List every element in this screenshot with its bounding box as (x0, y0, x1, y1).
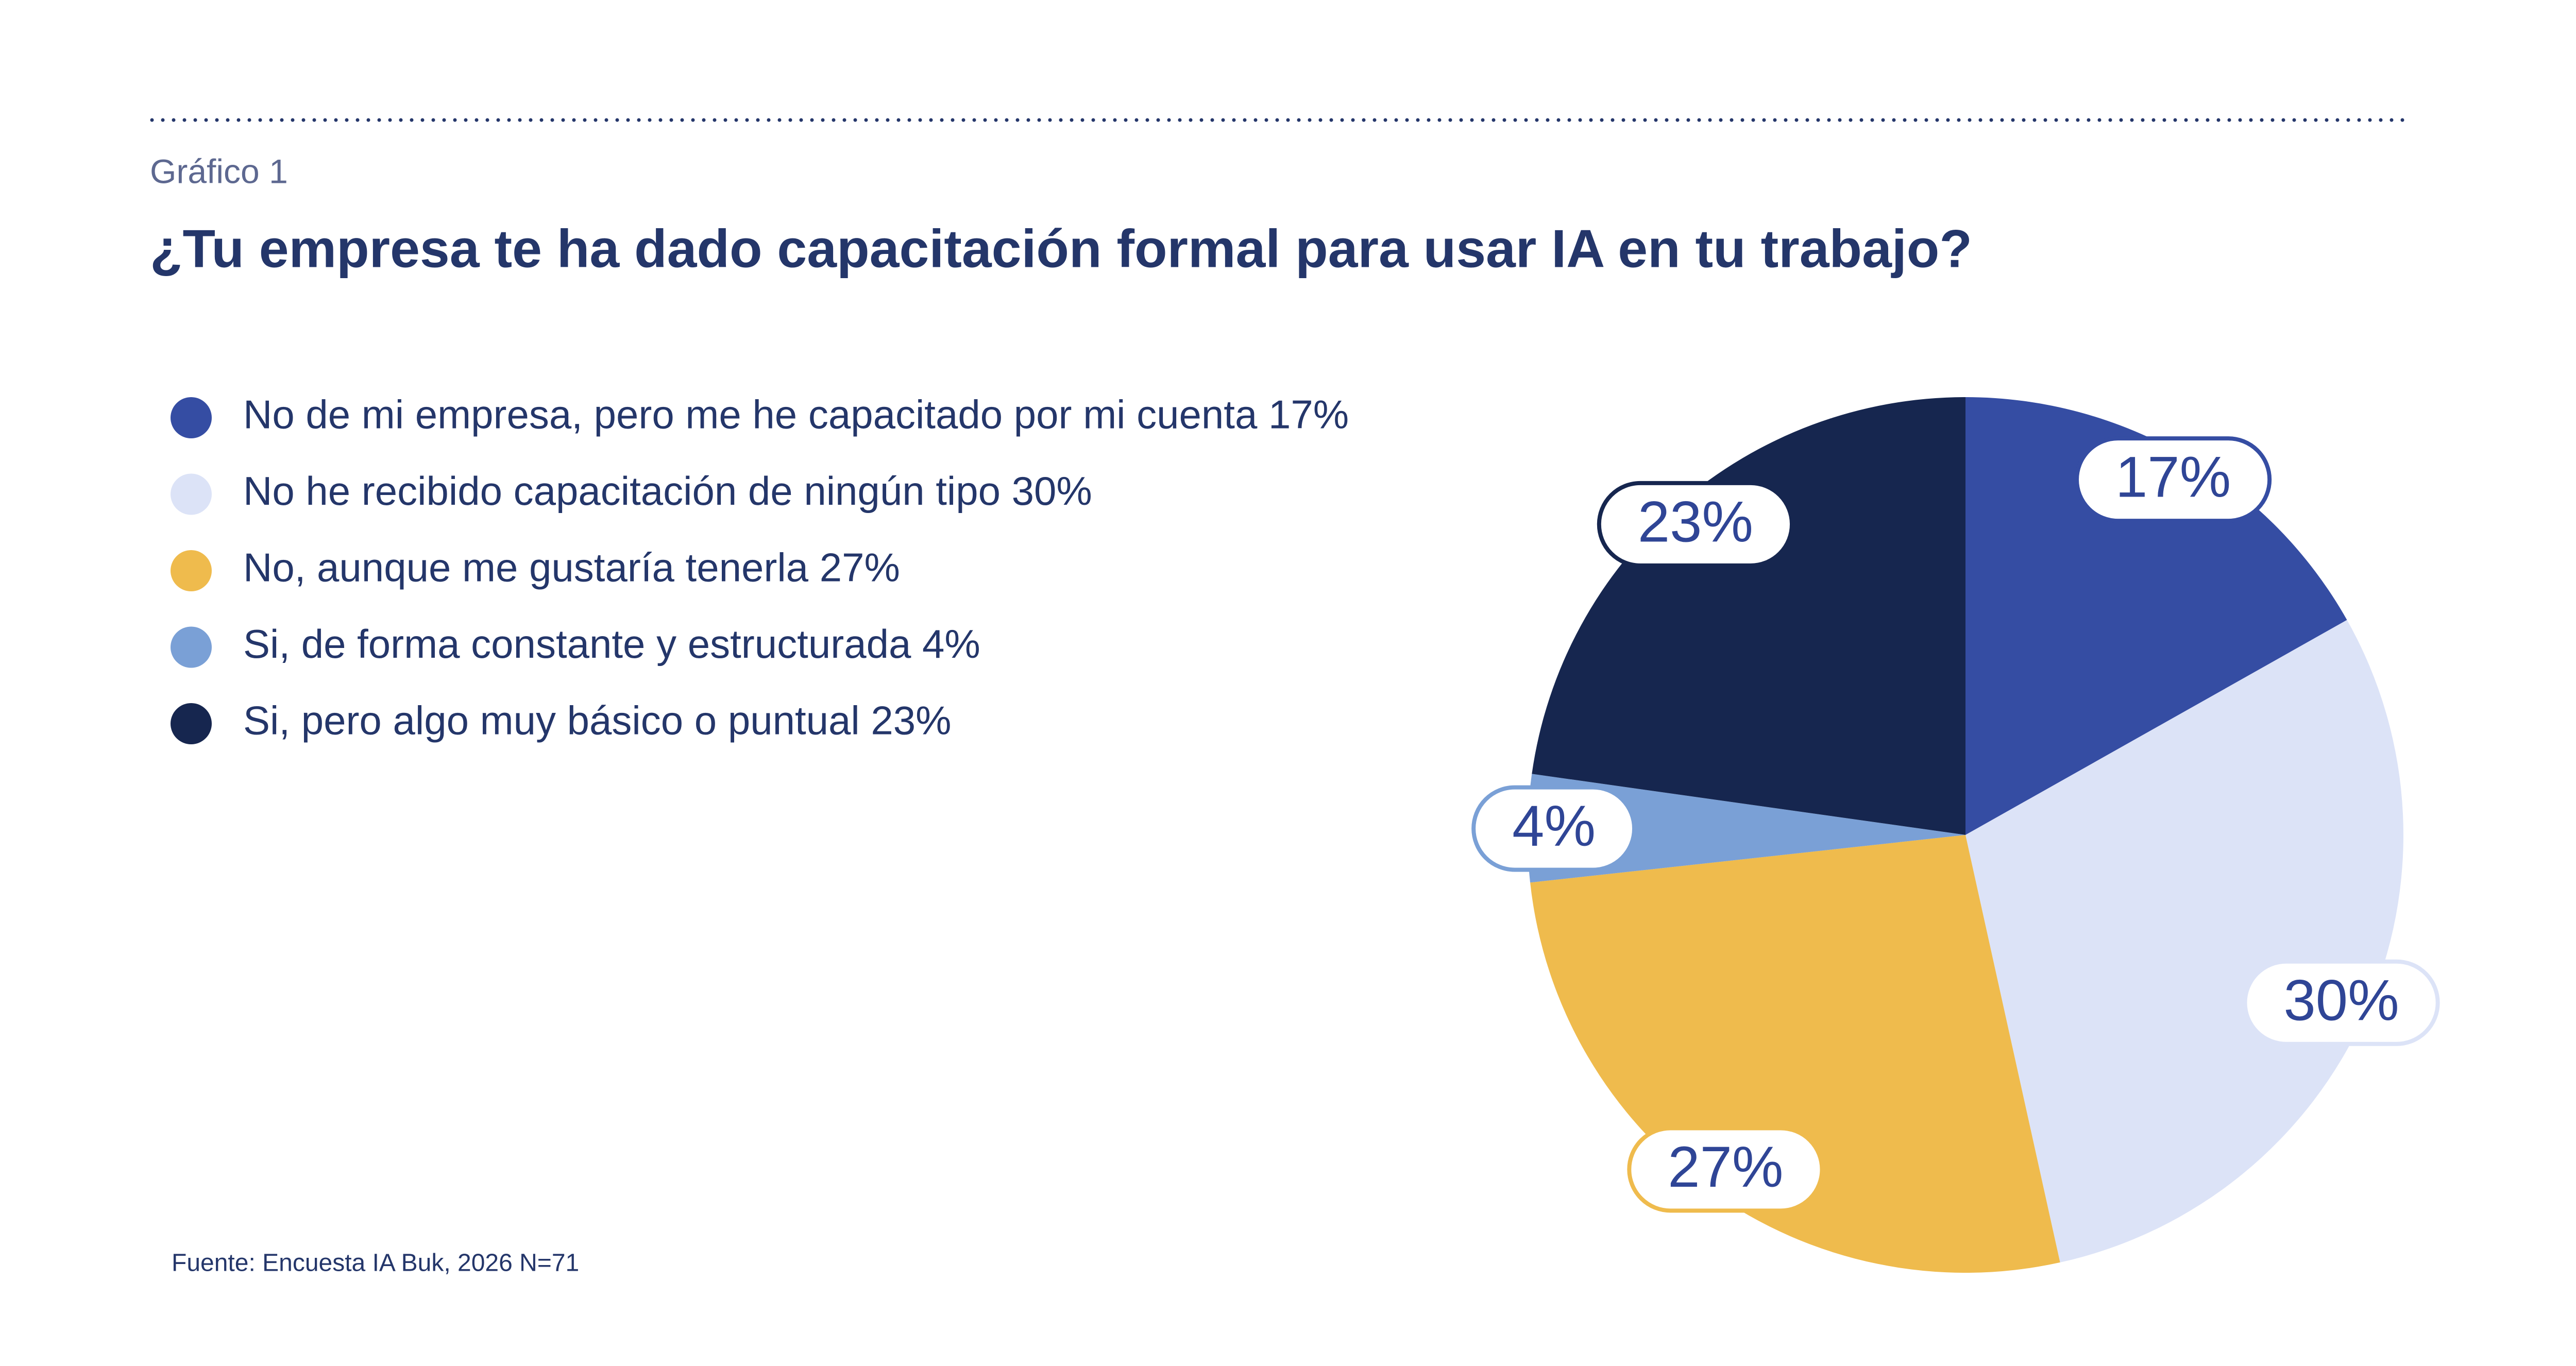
legend-marker (171, 703, 212, 744)
value-label: 4% (1471, 785, 1637, 872)
pie-slice (1528, 774, 1965, 883)
value-label-text: 27% (1668, 1135, 1783, 1199)
legend-label: No de mi empresa, pero me he capacitado … (243, 392, 1349, 437)
value-label-pill (2243, 959, 2440, 1046)
legend-marker (171, 397, 212, 438)
source-note: Fuente: Encuesta IA Buk, 2026 N=71 (172, 1250, 579, 1277)
legend-label: Si, pero algo muy básico o puntual 23% (243, 698, 952, 743)
chart-title: ¿Tu empresa te ha dado capacitación form… (150, 219, 1972, 279)
value-label-text: 17% (2115, 445, 2231, 509)
legend-label: Si, de forma constante y estructurada 4% (243, 621, 980, 667)
value-label-text: 23% (1638, 489, 1753, 554)
legend-marker (171, 550, 212, 591)
value-label-pill (1627, 1126, 1824, 1213)
value-label-pill (2074, 436, 2272, 523)
pie-slice (1965, 620, 2403, 1262)
value-label-pill (1471, 785, 1637, 872)
value-label-text: 30% (2283, 968, 2399, 1032)
kicker: Gráfico 1 (150, 152, 288, 190)
pie-slice (1532, 397, 1965, 835)
value-label-text: 4% (1512, 794, 1596, 858)
legend-marker (171, 473, 212, 515)
legend-marker (171, 626, 212, 668)
value-label: 23% (1597, 481, 1794, 568)
value-label: 27% (1627, 1126, 1824, 1213)
pie-slice (1530, 835, 2060, 1273)
legend-label: No he recibido capacitación de ningún ti… (243, 468, 1092, 514)
legend-label: No, aunque me gustaría tenerla 27% (243, 545, 900, 590)
value-label: 30% (2243, 959, 2440, 1046)
value-label-pill (1597, 481, 1794, 568)
value-label: 17% (2074, 436, 2272, 523)
